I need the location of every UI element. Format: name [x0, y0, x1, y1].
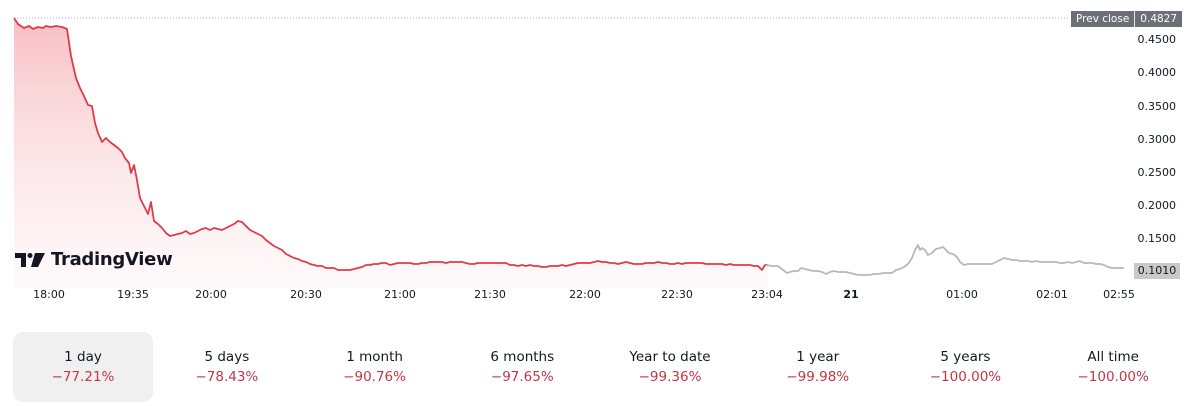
period-1-year[interactable]: 1 year −99.98% [744, 332, 892, 402]
period-change: −90.76% [343, 369, 406, 385]
time-tick-label: 22:00 [569, 288, 601, 301]
tradingview-logo-icon [15, 252, 45, 267]
y-tick-label: 0.4500 [1137, 33, 1177, 46]
prev-close-value: 0.4827 [1135, 11, 1183, 27]
period-change: −77.21% [51, 369, 115, 385]
period-label: 5 years [940, 349, 991, 365]
period-label: 5 days [204, 349, 250, 365]
period-label: 6 months [490, 349, 555, 365]
time-tick-label: 21 [843, 288, 859, 301]
period-year-to-date[interactable]: Year to date −99.36% [596, 332, 744, 402]
time-tick-label: 21:00 [384, 288, 416, 301]
period-change: −100.00% [929, 369, 1002, 385]
period-label: All time [1087, 349, 1139, 365]
y-tick-label: 0.2500 [1137, 166, 1177, 179]
y-tick-label: 0.4000 [1137, 66, 1177, 79]
period-change: −99.98% [786, 369, 850, 385]
y-tick-label: 0.3000 [1137, 133, 1177, 146]
session-area-fill [14, 18, 768, 288]
time-tick-label: 21:30 [474, 288, 506, 301]
prev-close-label: Prev close [1071, 11, 1136, 27]
tradingview-logo-text: TradingView [51, 249, 173, 270]
extended-hours-line [765, 244, 1124, 276]
period-change: −100.00% [1077, 369, 1149, 385]
period-5-days[interactable]: 5 days −78.43% [153, 332, 301, 402]
period-label: 1 day [64, 349, 102, 365]
tradingview-logo[interactable]: TradingView [15, 249, 173, 270]
period-5-years[interactable]: 5 years −100.00% [892, 332, 1040, 402]
session-price-line [13, 17, 768, 271]
period-label: Year to date [629, 349, 711, 365]
y-tick-label: 0.2000 [1137, 199, 1177, 212]
time-tick-label: 18:00 [33, 288, 65, 301]
period-change: −78.43% [195, 369, 259, 385]
time-tick-label: 20:30 [290, 288, 322, 301]
period-selector: 1 day −77.21% 5 days −78.43% 1 month −90… [13, 332, 1187, 402]
period-change: −97.65% [490, 369, 554, 385]
period-label: 1 year [796, 349, 840, 365]
time-tick-label: 02:55 [1103, 288, 1135, 301]
time-tick-label: 01:00 [946, 288, 978, 301]
time-tick-label: 20:00 [195, 288, 227, 301]
y-tick-label: 0.3500 [1137, 100, 1177, 113]
time-tick-label: 23:04 [751, 288, 783, 301]
chart-canvas[interactable] [0, 0, 1200, 310]
period-1-month[interactable]: 1 month −90.76% [301, 332, 449, 402]
time-tick-label: 22:30 [661, 288, 693, 301]
time-tick-label: 02:01 [1036, 288, 1068, 301]
prev-close-badge: Prev close 0.4827 [1071, 11, 1183, 27]
period-1-day[interactable]: 1 day −77.21% [13, 332, 153, 402]
period-label: 1 month [346, 349, 403, 365]
period-6-months[interactable]: 6 months −97.65% [448, 332, 596, 402]
price-chart[interactable]: Prev close 0.4827 0.4500 0.4000 0.3500 0… [0, 0, 1200, 310]
last-price-badge: 0.1010 [1134, 263, 1180, 279]
time-tick-label: 19:35 [117, 288, 149, 301]
y-tick-label: 0.1500 [1137, 232, 1177, 245]
period-change: −99.36% [638, 369, 702, 385]
period-all-time[interactable]: All time −100.00% [1039, 332, 1187, 402]
